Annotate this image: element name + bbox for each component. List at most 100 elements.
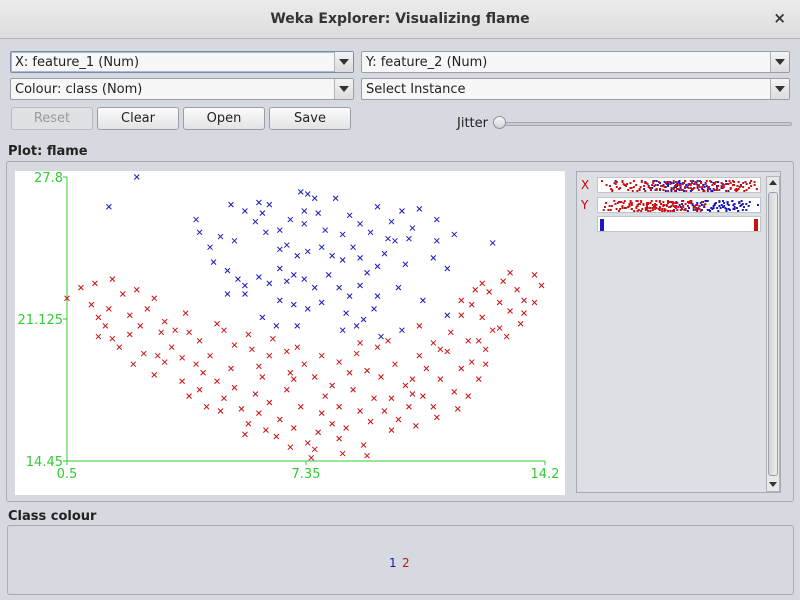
mini-point — [667, 185, 670, 187]
mini-point — [700, 201, 703, 203]
data-point-class-2 — [482, 361, 489, 368]
mini-point — [655, 204, 658, 206]
mini-point — [649, 210, 652, 212]
mini-point — [613, 200, 616, 202]
data-point-class-2 — [290, 376, 297, 382]
mini-point — [614, 180, 617, 182]
mini-point — [685, 184, 688, 186]
mini-point — [600, 225, 602, 227]
colour-select[interactable]: Colour: class (Nom) — [10, 78, 354, 100]
scroll-up-icon[interactable] — [767, 177, 779, 189]
class-colour-title: Class colour — [8, 509, 97, 524]
class-1-label[interactable]: 1 — [389, 556, 397, 570]
mini-point — [601, 219, 603, 221]
mini-point — [647, 203, 650, 205]
mini-point — [664, 182, 667, 184]
select-instance[interactable]: Select Instance — [361, 78, 790, 100]
mini-point — [736, 185, 739, 187]
data-point-class-1 — [339, 231, 346, 238]
mini-point — [630, 204, 633, 206]
data-point-class-2 — [311, 374, 318, 380]
mini-point — [706, 190, 709, 192]
mini-point — [686, 186, 689, 188]
mini-point — [608, 185, 611, 187]
chevron-down-icon[interactable] — [334, 52, 353, 72]
data-point-class-2 — [486, 289, 493, 295]
jitter-slider[interactable] — [500, 122, 792, 126]
mini-point — [735, 207, 738, 209]
mini-point — [744, 181, 747, 183]
data-point-class-2 — [290, 425, 297, 431]
mini-point — [654, 184, 657, 186]
mini-point — [678, 189, 681, 191]
mini-point — [722, 184, 725, 186]
data-point-class-2 — [458, 312, 465, 319]
mini-point — [677, 188, 680, 190]
save-button[interactable]: Save — [269, 107, 351, 130]
data-point-class-1 — [133, 174, 140, 180]
data-point-class-1 — [433, 216, 440, 223]
mini-point — [694, 181, 697, 183]
x-axis-select[interactable]: X: feature_1 (Num) — [10, 51, 354, 73]
mini-point — [727, 208, 730, 210]
mini-point — [719, 207, 722, 209]
data-point-class-1 — [402, 261, 409, 268]
plot-area[interactable]: 0.5 7.35 14.2 27.8 21.125 14.45 — [15, 171, 565, 495]
scrollbar-thumb[interactable] — [768, 192, 778, 476]
scatter-plot[interactable]: 0.5 7.35 14.2 27.8 21.125 14.45 — [15, 171, 565, 495]
close-icon[interactable]: × — [773, 9, 786, 27]
reset-button[interactable]: Reset — [11, 107, 93, 130]
chevron-down-icon[interactable] — [770, 79, 789, 99]
mini-point — [640, 201, 643, 203]
open-button[interactable]: Open — [183, 107, 265, 130]
data-point-class-2 — [454, 406, 461, 412]
mini-point — [698, 208, 701, 210]
mini-point — [645, 182, 648, 184]
mini-point — [637, 209, 640, 211]
data-point-class-2 — [392, 361, 398, 368]
jitter-slider-handle[interactable] — [493, 116, 506, 129]
mini-plot-class[interactable] — [597, 216, 761, 232]
mini-point — [718, 201, 721, 203]
data-point-class-1 — [360, 316, 367, 323]
mini-plot-feature-2[interactable] — [597, 197, 761, 213]
data-point-class-2 — [315, 429, 322, 436]
chevron-down-icon[interactable] — [334, 79, 353, 99]
data-point-class-2 — [297, 403, 304, 410]
data-point-class-2 — [200, 369, 206, 376]
scroll-down-icon[interactable] — [767, 479, 779, 491]
mini-point — [709, 188, 712, 190]
mini-point — [747, 187, 750, 189]
mini-point — [688, 183, 691, 185]
data-point-class-1 — [336, 284, 342, 291]
mini-point — [682, 190, 685, 192]
mini-point — [609, 209, 612, 211]
mini-point — [671, 201, 674, 203]
mini-point — [670, 201, 673, 203]
mini-point — [742, 186, 745, 188]
data-point-class-1 — [259, 314, 266, 321]
class-2-label[interactable]: 2 — [402, 556, 410, 570]
mini-point — [692, 205, 695, 207]
mini-point — [667, 190, 670, 192]
mini-point — [624, 185, 627, 187]
data-point-class-2 — [416, 352, 423, 359]
mini-point — [628, 204, 631, 206]
mini-plot-feature-1[interactable] — [597, 177, 761, 193]
mini-point — [661, 210, 664, 212]
data-point-class-2 — [179, 378, 185, 385]
data-point-class-2 — [357, 408, 363, 414]
chevron-down-icon[interactable] — [770, 52, 789, 72]
data-point-class-2 — [140, 350, 147, 357]
data-point-class-2 — [521, 297, 527, 304]
mini-point — [623, 207, 626, 209]
y-axis-select[interactable]: Y: feature_2 (Num) — [361, 51, 790, 73]
mini-point — [630, 208, 633, 210]
attribute-scrollbar[interactable] — [766, 176, 780, 492]
mini-point — [689, 190, 692, 192]
data-point-class-2 — [447, 329, 454, 336]
mini-point — [726, 183, 729, 185]
clear-button[interactable]: Clear — [97, 107, 179, 130]
data-point-class-2 — [161, 318, 168, 325]
mini-point — [670, 205, 673, 207]
